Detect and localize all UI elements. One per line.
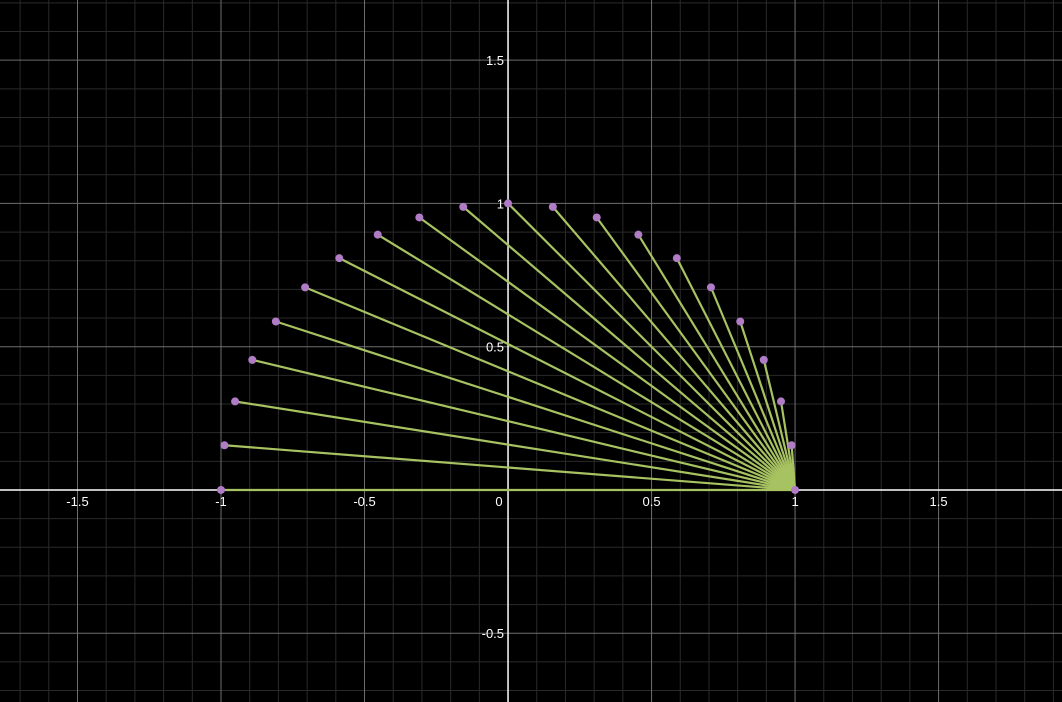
segment-line xyxy=(551,205,797,492)
x-tick-label: 0.5 xyxy=(643,494,661,509)
segment-line xyxy=(304,286,797,492)
data-point xyxy=(777,397,786,406)
data-point xyxy=(231,397,240,406)
data-point xyxy=(706,283,715,292)
y-tick-label: -0.5 xyxy=(482,626,504,641)
data-point xyxy=(415,213,424,222)
data-point xyxy=(373,230,382,239)
x-tick-label: 1 xyxy=(791,494,798,509)
segment-line xyxy=(762,358,797,492)
segments xyxy=(219,202,797,492)
points xyxy=(217,199,800,494)
data-point xyxy=(787,441,796,450)
x-tick-label: -0.5 xyxy=(353,494,375,509)
x-tick-label: 1.5 xyxy=(930,494,948,509)
x-tick-label: -1.5 xyxy=(66,494,88,509)
data-point xyxy=(271,317,280,326)
y-tick-label: 1.5 xyxy=(486,53,504,68)
segment-line xyxy=(376,233,797,492)
data-point xyxy=(459,202,468,211)
y-tick-label: 1 xyxy=(497,196,504,211)
segment-line xyxy=(418,216,797,492)
segment-line xyxy=(462,205,797,492)
tick-labels: -1.5 -1 -0.5 0 0.5 1 1.5 1.5 1 0.5 -0.5 xyxy=(66,53,947,641)
data-point xyxy=(301,283,310,292)
y-tick-label: 0.5 xyxy=(486,340,504,355)
data-point xyxy=(220,441,229,450)
data-point xyxy=(248,355,257,364)
data-point xyxy=(759,355,768,364)
segment-line xyxy=(637,233,797,492)
segment-line xyxy=(338,257,797,492)
segment-line xyxy=(675,257,797,492)
data-point xyxy=(672,254,681,263)
data-point xyxy=(634,230,643,239)
data-point xyxy=(736,317,745,326)
x-tick-label: -1 xyxy=(215,494,227,509)
data-point xyxy=(592,213,601,222)
data-point xyxy=(504,199,513,208)
segment-line xyxy=(251,358,797,492)
segment-line xyxy=(709,286,797,492)
origin-label: 0 xyxy=(495,494,502,509)
data-point xyxy=(791,485,800,494)
segment-line xyxy=(506,202,797,492)
segment-line xyxy=(739,320,797,492)
data-point xyxy=(217,485,226,494)
data-point xyxy=(335,254,344,263)
segment-line xyxy=(595,216,797,492)
segment-line xyxy=(223,444,797,492)
segment-line xyxy=(274,320,797,492)
data-point xyxy=(548,202,557,211)
segment-line xyxy=(233,400,797,492)
